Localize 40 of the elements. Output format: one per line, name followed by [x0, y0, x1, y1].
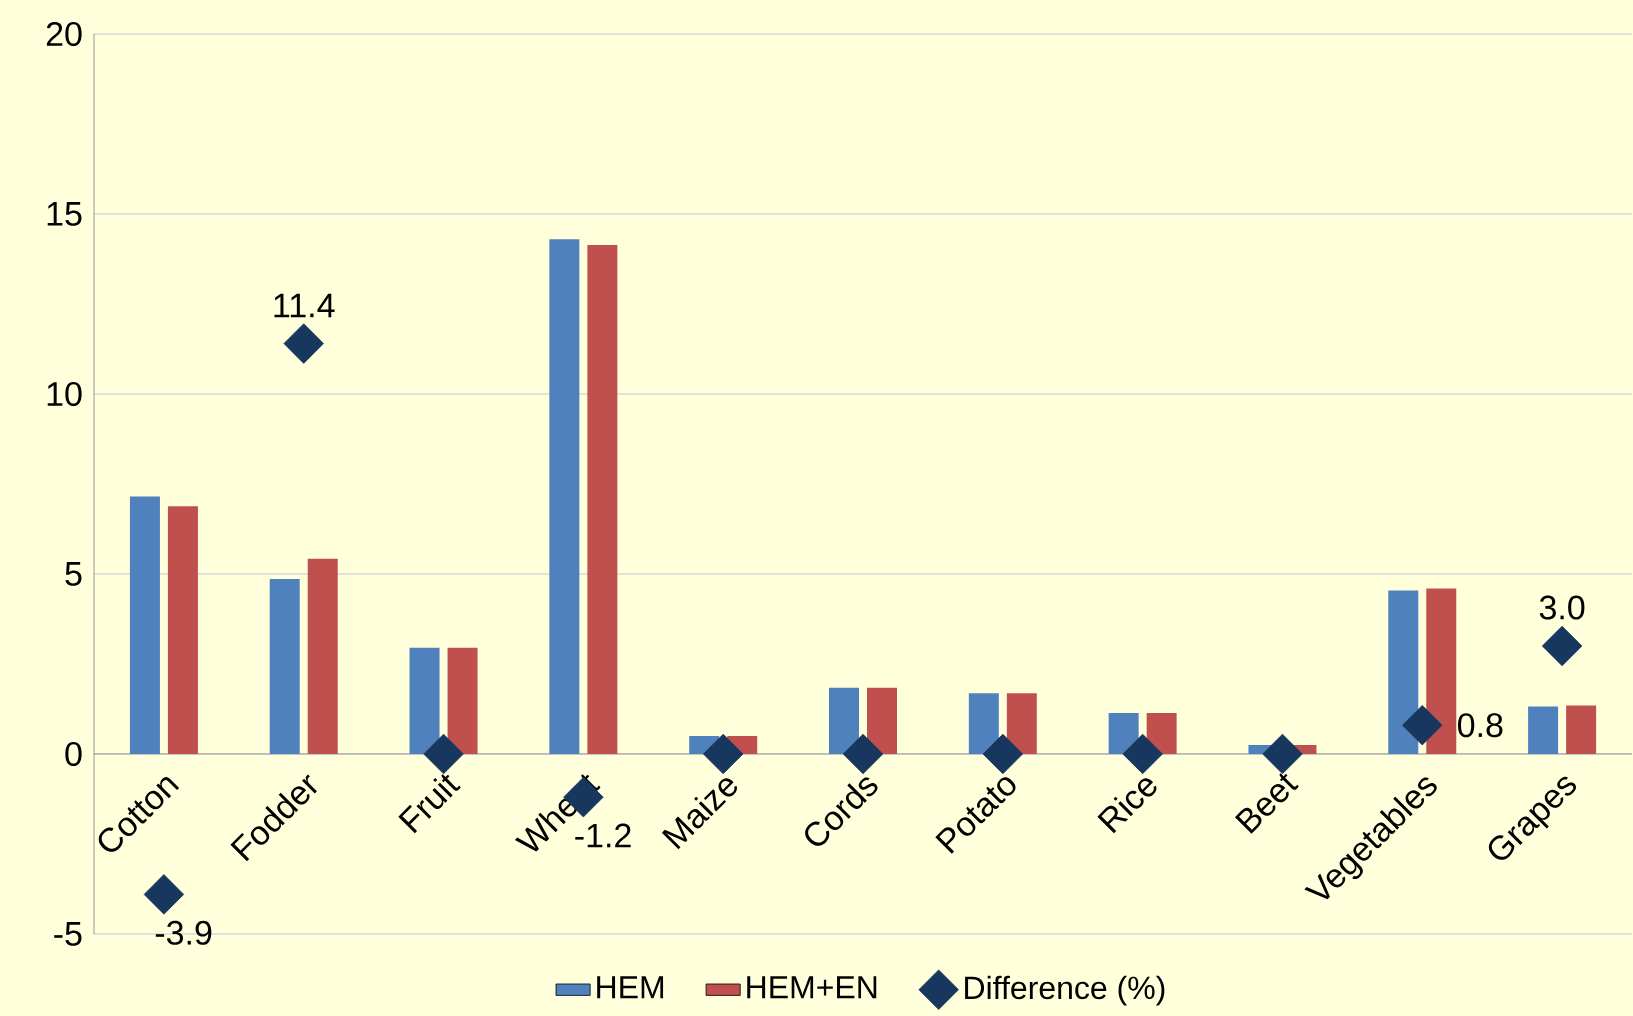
bar — [1528, 706, 1559, 754]
y-tick-label: 15 — [47, 202, 82, 226]
bar — [549, 239, 580, 754]
y-tick-label: 5 — [65, 562, 82, 586]
y-tick-label: -5 — [54, 922, 82, 946]
point — [842, 733, 884, 775]
bar — [447, 647, 478, 754]
bar — [867, 687, 898, 754]
data-label: 11.4 — [274, 293, 335, 318]
point — [1122, 733, 1163, 775]
data-label: -3.9 — [155, 920, 212, 945]
bar — [1006, 693, 1037, 754]
bar — [409, 647, 440, 754]
y-tick-label: 20 — [46, 21, 82, 47]
point — [143, 874, 185, 915]
bar — [307, 558, 338, 754]
bar — [1566, 705, 1597, 754]
bar — [968, 693, 999, 754]
legend-label: HEM — [597, 976, 664, 999]
data-label: 3.0 — [1539, 595, 1585, 620]
point — [702, 733, 744, 775]
y-tick-label: 10 — [47, 381, 82, 407]
point — [1541, 625, 1583, 667]
bar — [829, 687, 860, 754]
bar — [269, 579, 300, 754]
bar — [1388, 590, 1419, 754]
y-tick-label: 0 — [65, 741, 82, 767]
point — [283, 323, 324, 364]
bar — [167, 506, 198, 754]
x-tick-label: Rice — [1097, 778, 1157, 834]
point — [423, 733, 464, 775]
legend-label: HEM+EN — [747, 976, 877, 999]
bar — [1426, 588, 1457, 754]
point — [1262, 733, 1303, 775]
bar — [587, 244, 618, 754]
point — [982, 733, 1024, 775]
data-label: 0.8 — [1458, 713, 1503, 738]
point — [1402, 704, 1443, 746]
legend-label: Difference (%) — [965, 975, 1165, 1006]
bar — [129, 496, 160, 754]
